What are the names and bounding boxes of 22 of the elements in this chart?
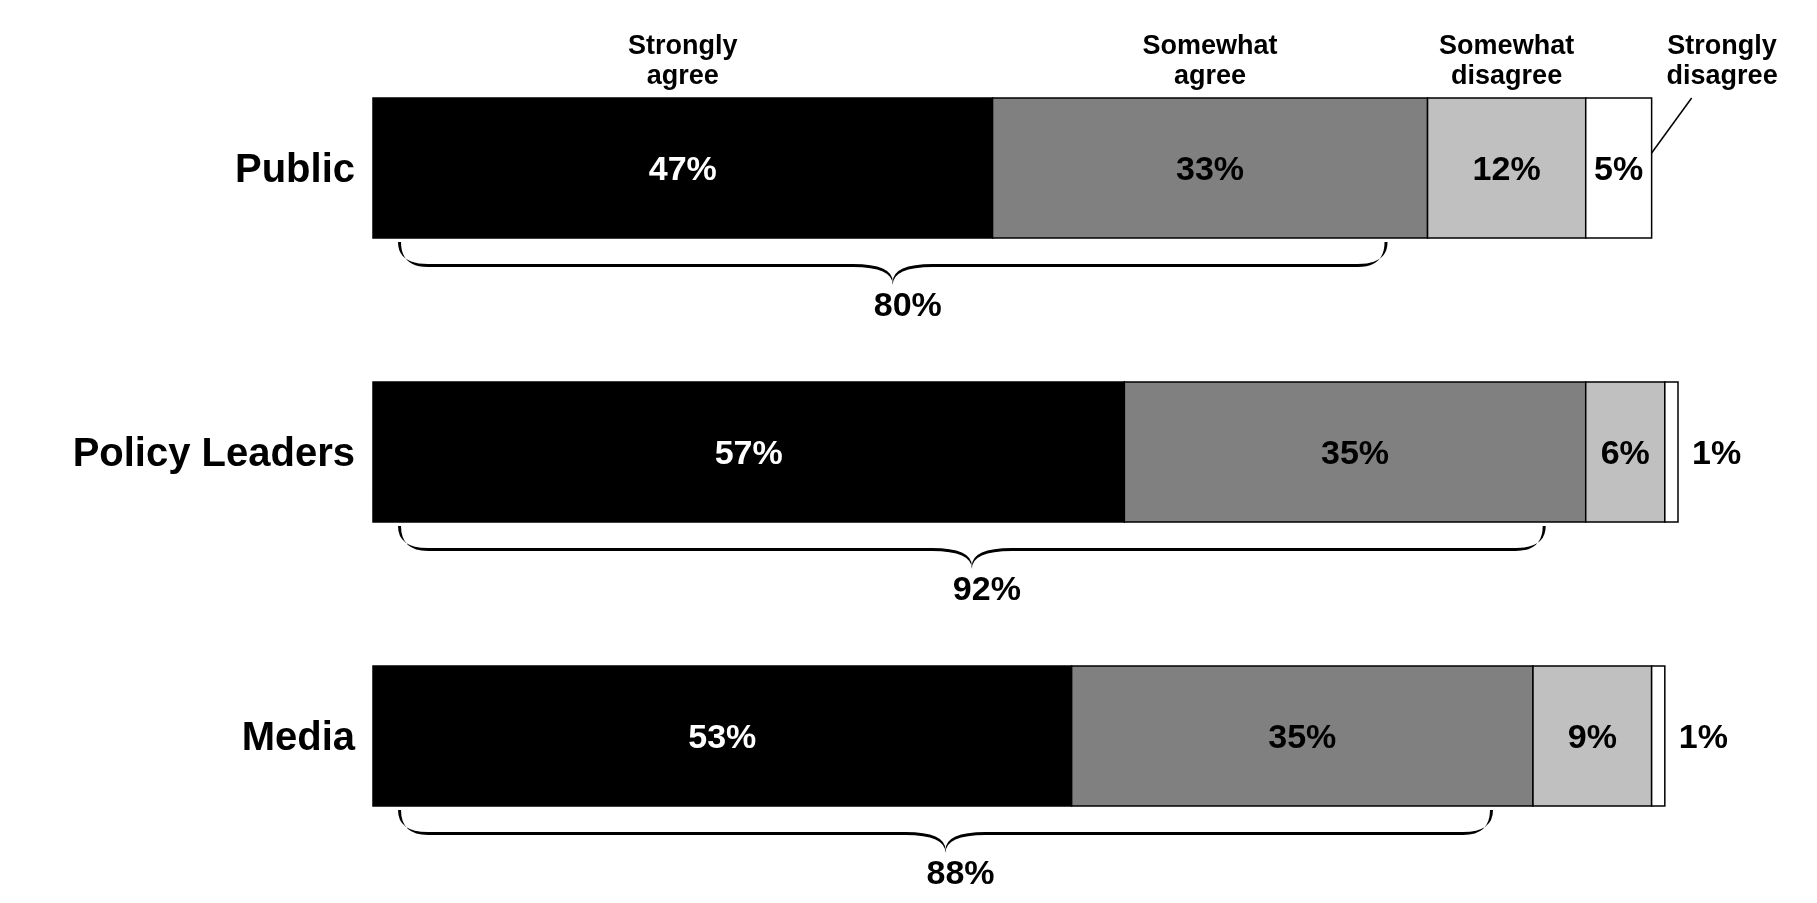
data-label: 6%	[1600, 432, 1650, 471]
annotation: 80%	[873, 285, 942, 323]
y-tick-label: Policy Leaders	[72, 430, 355, 474]
annotation: 88%	[926, 853, 995, 891]
y-tick-label: Public	[234, 146, 355, 190]
data-label: 35%	[1321, 432, 1390, 471]
data-label: 12%	[1472, 148, 1541, 187]
y-tick-label: Media	[241, 714, 356, 758]
series-label: Somewhat disagree	[1438, 30, 1576, 90]
data-label: 53%	[688, 716, 757, 755]
data-label: 1%	[1678, 716, 1728, 755]
data-label: 47%	[648, 148, 717, 187]
data-label: 33%	[1176, 148, 1245, 187]
data-label: 35%	[1268, 716, 1337, 755]
data-label: 57%	[714, 432, 783, 471]
annotation: 92%	[952, 569, 1021, 607]
series-label: Somewhat agree	[1141, 30, 1279, 90]
data-label: 5%	[1594, 148, 1644, 187]
series-label: Strongly agree	[627, 30, 739, 90]
data-label: 1%	[1692, 432, 1742, 471]
data-label: 9%	[1567, 716, 1617, 755]
series-label: Strongly disagree	[1665, 30, 1779, 90]
